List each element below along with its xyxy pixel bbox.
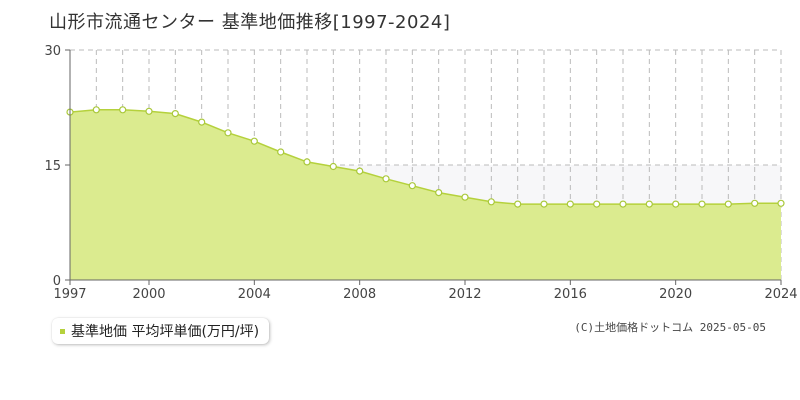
- data-point: [198, 118, 206, 126]
- data-point: [171, 109, 179, 118]
- data-point: [593, 200, 601, 208]
- data-point: [777, 199, 785, 207]
- x-tick-label: 2008: [343, 287, 376, 302]
- x-tick-label: 2000: [132, 287, 165, 302]
- data-point: [751, 199, 759, 207]
- x-tick-label: 2016: [554, 287, 587, 302]
- data-point: [540, 200, 548, 208]
- series-line: [69, 109, 781, 205]
- data-point: [356, 167, 364, 175]
- y-tick-label: 30: [44, 44, 61, 59]
- data-point: [277, 148, 285, 156]
- data-point: [645, 200, 653, 208]
- data-point: [619, 200, 627, 208]
- data-point: [514, 200, 522, 208]
- chart-title: 山形市流通センター 基準地価推移[1997-2024]: [49, 12, 451, 33]
- data-point: [435, 189, 443, 197]
- x-tick-label: 2004: [238, 287, 271, 302]
- x-tick-label: 2012: [448, 287, 481, 302]
- legend: 基準地価 平均坪単価(万円/坪): [52, 318, 270, 344]
- data-point: [145, 107, 153, 115]
- data-point: [303, 158, 311, 166]
- data-point: [119, 106, 127, 114]
- legend-swatch: [60, 328, 65, 334]
- y-tick-label: 15: [44, 159, 61, 174]
- data-point: [566, 200, 574, 208]
- data-point: [724, 200, 732, 208]
- data-point: [329, 162, 337, 171]
- data-point: [92, 106, 100, 114]
- copyright-text: (C)土地価格ドットコム 2025-05-05: [574, 321, 766, 334]
- x-tick-label: 2020: [659, 287, 692, 302]
- data-point: [461, 193, 469, 201]
- y-tick-label: 0: [53, 274, 61, 289]
- data-point: [250, 137, 258, 145]
- series-area: [70, 109, 781, 280]
- legend-label: 基準地価 平均坪単価(万円/坪): [71, 324, 260, 340]
- data-point: [698, 200, 706, 208]
- data-point: [408, 182, 416, 190]
- x-tick-label: 1997: [53, 287, 86, 302]
- data-point: [487, 198, 495, 206]
- data-point: [382, 175, 390, 183]
- data-point: [224, 129, 232, 137]
- x-tick-label: 2024: [764, 287, 797, 302]
- data-point: [672, 200, 680, 208]
